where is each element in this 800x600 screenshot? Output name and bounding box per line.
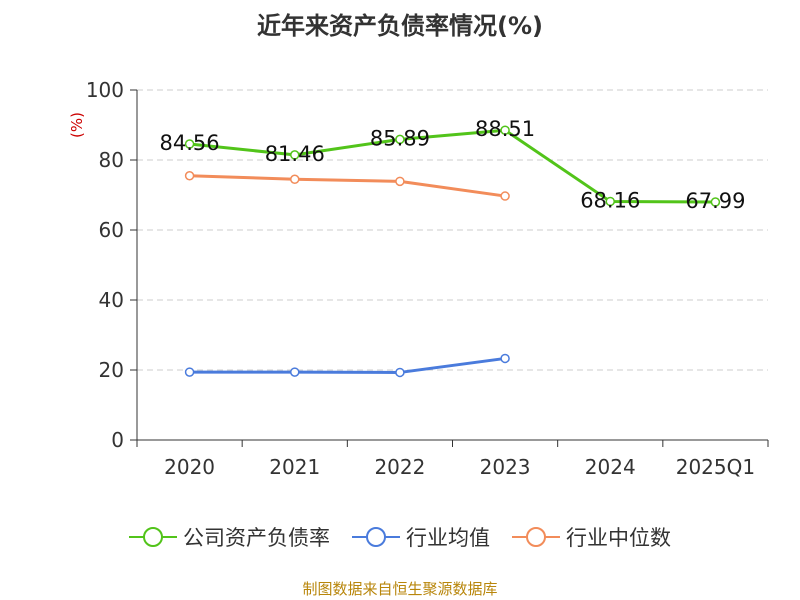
y-tick-label: 80 — [99, 148, 124, 172]
legend: 公司资产负债率 行业均值 行业中位数 — [0, 519, 800, 555]
x-tick-label: 2025Q1 — [676, 455, 755, 479]
data-point-0 — [184, 139, 195, 149]
grid-lines — [137, 89, 768, 371]
y-tick-label: 20 — [99, 358, 124, 382]
legend-marker-industry-median — [512, 527, 560, 547]
axes: 0 20 40 60 80 100(%) 2020 2021 2022 2023 2024 2025Q… — [68, 78, 769, 479]
data-label: 81.46 — [265, 142, 325, 166]
data-point-0 — [710, 197, 721, 207]
data-point-0 — [605, 196, 615, 207]
x-tick-label: 2020 — [164, 455, 215, 479]
data-label: 67.99 — [685, 189, 745, 213]
y-axis-label: (%) — [68, 112, 86, 138]
data-point-0 — [395, 134, 405, 145]
data-labels: 84.56 81.46 85.89 88.51 68.16 67.99 — [160, 117, 746, 213]
data-point-1 — [500, 353, 510, 364]
legend-label-company: 公司资产负债率 — [183, 526, 330, 550]
data-point-2 — [290, 174, 300, 184]
data-label: 68.16 — [580, 188, 640, 212]
source-note: 制图数据来自恒生聚源数据库 — [302, 580, 498, 598]
data-point-2 — [184, 171, 195, 181]
y-tick-label: 100 — [86, 78, 124, 102]
data-point-1 — [290, 367, 300, 377]
legend-label-industry-mean: 行业均值 — [406, 526, 490, 550]
series-line-0 — [189, 128, 716, 204]
legend-item-industry-mean[interactable]: 行业均值 — [352, 522, 490, 552]
series-line-2 — [189, 174, 506, 198]
data-point-2 — [500, 191, 510, 201]
data-label: 88.51 — [475, 117, 535, 141]
legend-label-industry-median: 行业中位数 — [566, 526, 671, 550]
y-tick-label: 0 — [111, 428, 124, 452]
data-point-0 — [290, 150, 300, 160]
y-tick-label: 40 — [99, 288, 124, 312]
x-tick-label: 2022 — [374, 455, 425, 479]
data-point-1 — [395, 367, 405, 378]
data-label: 84.56 — [160, 131, 220, 155]
data-label: 85.89 — [370, 126, 430, 150]
x-tick-label: 2023 — [480, 455, 531, 479]
legend-marker-company — [129, 527, 177, 547]
chart-title: 近年来资产负债率情况(%) — [257, 12, 543, 40]
legend-marker-industry-mean — [352, 527, 400, 547]
legend-item-company[interactable]: 公司资产负债率 — [129, 522, 330, 552]
data-point-2 — [395, 176, 405, 187]
legend-item-industry-median[interactable]: 行业中位数 — [512, 522, 671, 552]
series-layer — [184, 125, 721, 378]
series-line-1 — [189, 356, 506, 374]
x-tick-label: 2021 — [269, 455, 320, 479]
x-tick-label: 2024 — [585, 455, 636, 479]
data-point-1 — [184, 367, 195, 377]
data-point-0 — [500, 125, 510, 135]
y-tick-label: 60 — [99, 218, 124, 242]
